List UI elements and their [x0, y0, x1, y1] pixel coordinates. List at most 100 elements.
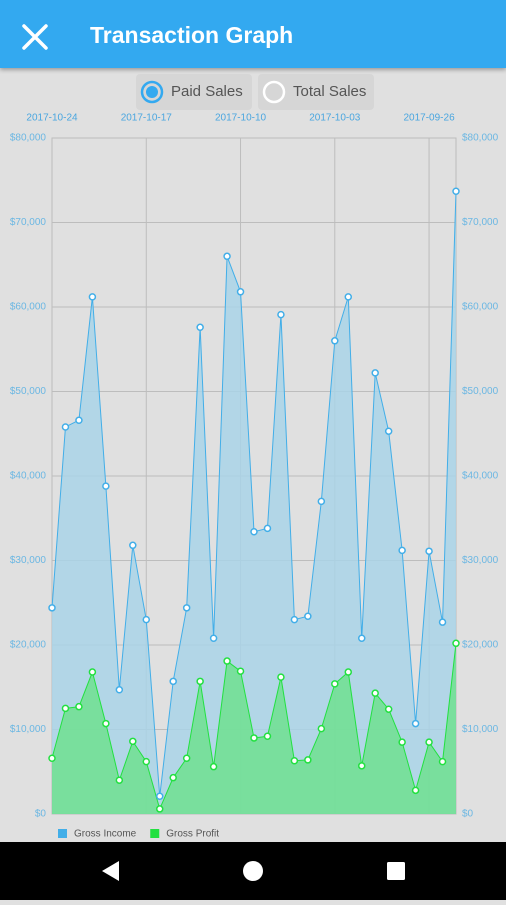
data-point: [223, 657, 231, 665]
data-point: [155, 792, 164, 801]
radio-ring: [262, 80, 286, 104]
back-button[interactable]: [102, 861, 119, 881]
y2-tick-label: $80,000: [462, 133, 499, 144]
data-point: [290, 757, 299, 765]
data-point: [452, 639, 460, 648]
data-point: [169, 677, 177, 686]
data-point: [425, 547, 433, 555]
y-tick-label: $70,000: [10, 217, 47, 228]
data-point: [61, 423, 70, 431]
legend-swatch: [58, 829, 67, 838]
data-point: [88, 293, 97, 301]
radio-label: Total Sales: [293, 83, 366, 100]
data-point: [331, 680, 339, 688]
data-point: [304, 756, 312, 764]
data-point: [75, 702, 83, 711]
area-fill: [52, 643, 456, 814]
chart: Paid Sales Total Sales $0 $0 $10,000 $10,000 $…: [9, 74, 499, 840]
y-tick-label: $80,000: [10, 133, 47, 144]
data-point: [357, 634, 366, 642]
data-point: [129, 541, 137, 550]
nav-bar: [0, 842, 506, 900]
data-point: [411, 719, 420, 728]
data-point: [384, 427, 393, 435]
recents-button[interactable]: [387, 862, 405, 880]
data-point: [411, 786, 420, 795]
y2-tick-label: $20,000: [462, 640, 499, 651]
data-point: [277, 673, 285, 681]
radio-option[interactable]: Total Sales: [258, 74, 374, 110]
data-point: [169, 773, 177, 782]
data-point: [61, 704, 70, 713]
radio-label: Paid Sales: [171, 83, 243, 100]
data-point: [196, 677, 204, 686]
legend-swatch: [150, 829, 160, 838]
data-point: [290, 615, 299, 624]
nav-icons: [102, 861, 405, 881]
data-point: [452, 187, 460, 195]
legend-label: Gross Income: [74, 829, 137, 840]
y2-tick-label: $50,000: [462, 386, 499, 397]
data-point: [263, 524, 272, 533]
data-point: [209, 762, 218, 771]
y-tick-label: $0: [35, 809, 47, 820]
data-point: [129, 737, 137, 746]
home-button[interactable]: [243, 861, 263, 881]
data-point: [142, 615, 151, 624]
data-point: [277, 310, 285, 319]
y-tick-label: $60,000: [10, 302, 47, 313]
y-tick-label: $30,000: [10, 555, 47, 566]
data-point: [425, 738, 433, 746]
data-point: [250, 734, 258, 742]
y2-tick-label: $70,000: [462, 217, 499, 228]
data-point: [371, 689, 379, 697]
data-point: [115, 686, 124, 694]
screen-title: Transaction Graph: [90, 22, 294, 48]
radio-dot: [146, 86, 158, 98]
y-tick-label: $50,000: [10, 386, 47, 397]
y-tick-label: $20,000: [10, 640, 47, 651]
data-point: [344, 668, 353, 676]
data-point: [88, 668, 97, 676]
data-point: [182, 754, 191, 762]
x-tick-label: 2017-10-10: [215, 113, 267, 124]
x-tick-label: 2017-10-03: [309, 113, 361, 124]
data-point: [250, 528, 258, 536]
y2-tick-label: $30,000: [462, 555, 499, 566]
data-point: [398, 546, 406, 555]
data-point: [317, 497, 326, 506]
y2-tick-label: $0: [462, 809, 474, 820]
data-point: [48, 754, 56, 762]
y-tick-label: $40,000: [10, 471, 47, 482]
data-point: [102, 482, 110, 490]
x-tick-label: 2017-10-17: [121, 113, 173, 124]
x-tick-label: 2017-10-24: [26, 113, 78, 124]
y2-tick-label: $40,000: [462, 471, 499, 482]
data-point: [75, 416, 83, 424]
data-point: [223, 252, 231, 261]
data-point: [236, 667, 245, 675]
data-point: [155, 805, 164, 813]
data-point: [438, 757, 447, 766]
y2-tick-label: $10,000: [462, 724, 499, 735]
data-point: [102, 719, 110, 728]
app-bar: Transaction Graph: [0, 0, 506, 68]
data-point: [142, 757, 151, 766]
data-point: [48, 604, 56, 612]
data-point: [196, 323, 204, 332]
data-point: [398, 738, 406, 746]
data-point: [317, 724, 326, 733]
data-point: [304, 612, 312, 621]
data-point: [236, 288, 245, 296]
y-tick-label: $10,000: [10, 724, 47, 735]
legend-label: Gross Profit: [166, 829, 219, 840]
y2-tick-label: $60,000: [462, 302, 499, 313]
data-point: [438, 618, 447, 626]
radio-option[interactable]: Paid Sales: [136, 74, 252, 110]
radio-background: [258, 74, 374, 110]
radio-background: [136, 74, 252, 110]
data-point: [331, 337, 339, 345]
close-button[interactable]: [0, 0, 60, 68]
data-point: [357, 762, 366, 770]
